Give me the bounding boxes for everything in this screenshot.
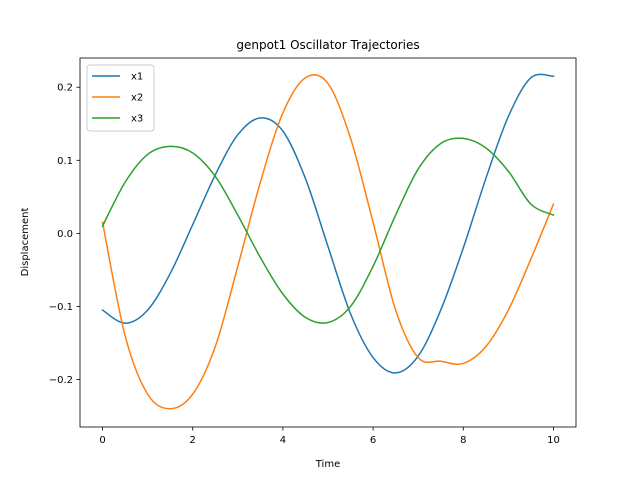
chart-title: genpot1 Oscillator Trajectories [236,38,419,52]
x-tick-label: 2 [190,435,196,446]
x-axis-ticks: 0 2 4 6 8 10 [99,427,560,446]
y-tick-label: 0.2 [57,83,73,94]
legend-label-x3: x3 [131,114,143,125]
series-line-x3 [101,137,555,324]
series-line-x2 [101,74,555,410]
series-lines [101,73,555,410]
x-tick-label: 6 [370,435,376,446]
y-tick-label: 0.1 [57,156,73,167]
x-tick-label: 0 [99,435,105,446]
y-axis-ticks: −0.2 −0.1 0.0 0.1 0.2 [49,83,80,386]
x-axis-label: Time [315,459,340,470]
y-tick-label: 0.0 [57,229,73,240]
series-line-x1 [101,73,555,374]
legend-label-x1: x1 [131,72,143,83]
y-axis-label: Displacement [20,208,31,277]
plot-frame [79,57,577,428]
y-tick-label: −0.1 [49,302,73,313]
legend-label-x2: x2 [131,93,143,104]
y-tick-label: −0.2 [49,375,73,386]
legend-frame [86,64,155,132]
legend: x1 x2 x3 [86,64,155,132]
x-tick-label: 4 [280,435,286,446]
x-tick-label: 10 [547,435,560,446]
x-tick-label: 8 [460,435,466,446]
